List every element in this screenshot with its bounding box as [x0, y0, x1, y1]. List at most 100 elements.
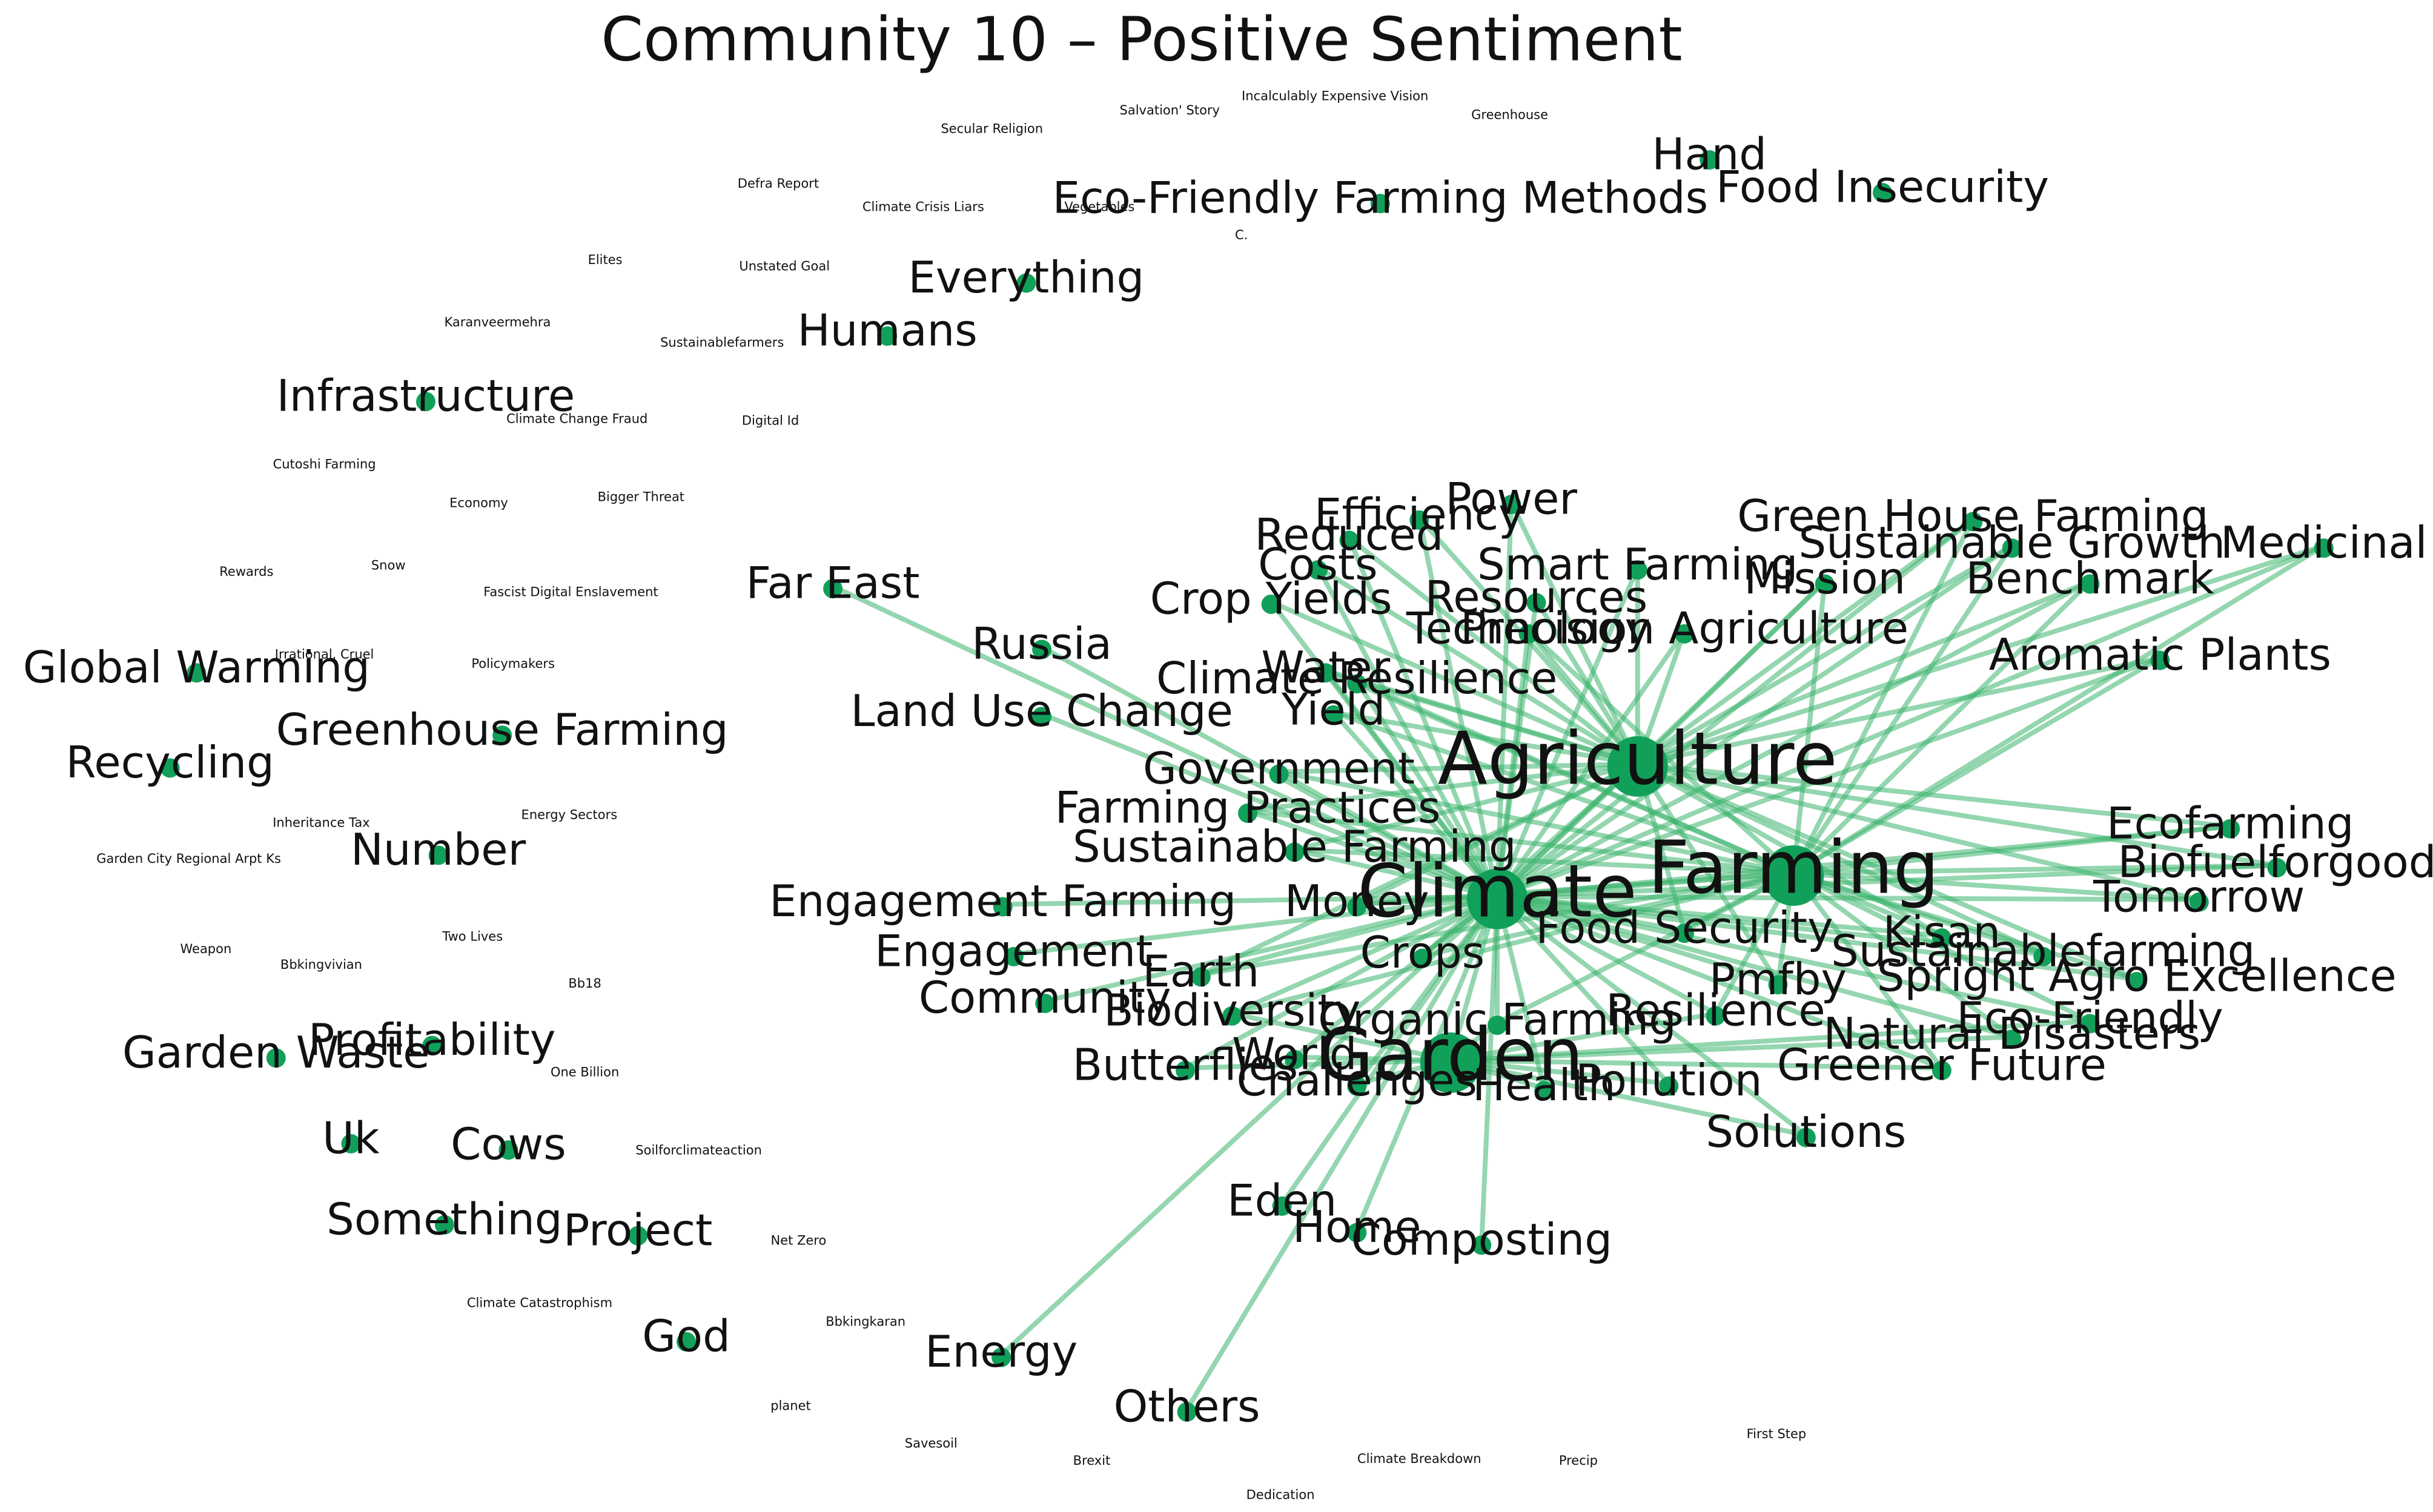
- node-dot: [1222, 1006, 1242, 1026]
- node-dot: [1285, 1049, 1305, 1069]
- node-dot: [1768, 975, 1788, 995]
- node-label: Dedication: [1246, 1487, 1315, 1502]
- node-label: Everything: [908, 252, 1144, 303]
- node-label: Number: [351, 824, 526, 875]
- node-dot: [1467, 868, 1528, 929]
- node-label: Kisan: [1883, 907, 2001, 958]
- node-label: Eco-Friendly: [1956, 992, 2223, 1043]
- edge: [1293, 894, 1499, 1059]
- node-dot: [1016, 273, 1036, 293]
- node-dot: [1627, 560, 1647, 580]
- node-dot: [2002, 538, 2022, 558]
- node-dot: [1032, 707, 1052, 727]
- edge: [1637, 543, 2325, 767]
- node-label: Smart Farming: [1477, 539, 1798, 590]
- node-dot: [1176, 1060, 1195, 1080]
- node-dot: [1518, 624, 1538, 644]
- edge: [1792, 871, 2014, 1039]
- node-label: Garden Waste: [122, 1027, 430, 1078]
- edge: [1184, 894, 1498, 1071]
- node-label: planet: [770, 1399, 811, 1413]
- edge: [1417, 517, 1500, 897]
- node-label: Uk: [322, 1112, 380, 1163]
- node-label: Others: [1114, 1381, 1260, 1431]
- node-label: Government: [1143, 743, 1415, 794]
- node-dot: [1035, 994, 1055, 1014]
- edge: [1496, 871, 1795, 1025]
- node-label: Ecofarming: [2107, 797, 2354, 848]
- node-label: Benchmark: [1965, 553, 2214, 604]
- node-dot: [1032, 639, 1052, 659]
- node-label: Pollution: [1575, 1055, 1762, 1106]
- node-label: Money: [1285, 876, 1429, 926]
- edge: [1792, 579, 2092, 875]
- edge: [1316, 566, 1500, 898]
- edge: [1279, 761, 1638, 774]
- node-label: Greenhouse Farming: [276, 704, 729, 755]
- node-label: One Billion: [551, 1065, 619, 1080]
- node-dot: [422, 1035, 442, 1055]
- edge: [1509, 501, 1640, 765]
- node-label: Unstated Goal: [739, 259, 830, 273]
- edge: [1356, 679, 1795, 876]
- edge: [1294, 847, 1794, 876]
- node-dot: [187, 663, 207, 683]
- node-label: Bbkingkaran: [826, 1315, 905, 1329]
- node-label: Crop Yields: [1150, 573, 1392, 624]
- node-label: Food Security: [1535, 902, 1833, 953]
- node-dot: [1004, 946, 1024, 966]
- edge: [1294, 847, 1498, 899]
- edge: [1496, 579, 2091, 899]
- node-label: Water: [1261, 642, 1390, 693]
- node-label: Cutoshi Farming: [273, 457, 376, 471]
- edge: [1449, 1058, 1807, 1138]
- node-dot: [1347, 1223, 1367, 1243]
- node-dot: [1488, 1015, 1507, 1035]
- node-label: Solutions: [1706, 1106, 1906, 1157]
- node-label: Challenges: [1237, 1055, 1477, 1106]
- node-label: Medicinal: [2220, 517, 2427, 568]
- node-label: Butterflies: [1073, 1039, 1299, 1090]
- node-dot: [1339, 530, 1359, 550]
- node-label: Farming: [1648, 827, 1939, 911]
- edge: [1793, 871, 2137, 982]
- node-label: Far East: [746, 558, 920, 609]
- node-dot: [2033, 946, 2053, 966]
- node-dot: [2220, 819, 2240, 839]
- node-dot: [1763, 845, 1824, 906]
- node-label: Composting: [1351, 1214, 1612, 1265]
- node-label: Yield: [1281, 684, 1385, 735]
- node-label: Sustainablefarming: [1831, 925, 2255, 976]
- node-label: Digital Id: [742, 413, 799, 428]
- node-dot: [993, 897, 1013, 917]
- node-dot: [1706, 1006, 1726, 1026]
- node-label: Hand: [1652, 129, 1767, 180]
- edge: [1792, 656, 2162, 876]
- node-label: Precip: [1559, 1453, 1598, 1468]
- node-dot: [415, 392, 435, 412]
- node-label: Cows: [451, 1119, 566, 1170]
- node-dot: [341, 1134, 361, 1154]
- node-dot: [1963, 512, 1983, 532]
- edge: [1331, 711, 1499, 899]
- node-dot: [1370, 194, 1390, 214]
- node-dot: [1472, 1235, 1492, 1255]
- edge: [1013, 894, 1498, 957]
- node-dot: [2080, 1014, 2100, 1034]
- edge: [1496, 543, 2325, 899]
- edge: [1277, 770, 1498, 899]
- node-label: Something: [326, 1193, 562, 1244]
- node-label: Secular Religion: [941, 122, 1043, 136]
- node-label: Earth: [1142, 946, 1259, 997]
- edge: [1356, 871, 1794, 907]
- node-dot: [2150, 650, 2170, 670]
- node-dot: [1412, 948, 1432, 968]
- node-dot: [677, 1332, 696, 1352]
- node-dot: [1347, 1076, 1367, 1096]
- node-label: Humans: [798, 305, 978, 356]
- node-dot: [1501, 495, 1521, 515]
- node-label: Agriculture: [1438, 717, 1838, 801]
- node-label: Infrastructure: [277, 371, 575, 421]
- node-dot: [823, 579, 843, 599]
- node-label: Greenhouse: [1471, 108, 1548, 122]
